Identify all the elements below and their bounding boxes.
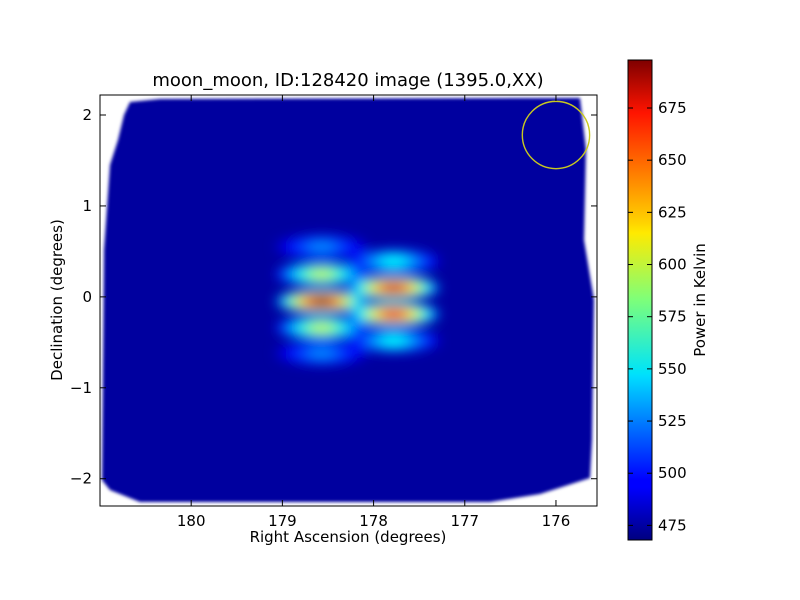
source-blob [382, 256, 406, 267]
source-blob [310, 322, 334, 333]
source-blob [310, 348, 334, 359]
colorbar-gradient [627, 59, 653, 541]
x-axis-label: Right Ascension (degrees) [250, 528, 447, 546]
x-tick-label: 176 [542, 512, 571, 530]
y-tick-label: 0 [82, 288, 92, 306]
colorbar-tick-label: 475 [658, 516, 687, 534]
y-axis-label: Declination (degrees) [48, 219, 66, 381]
y-tick-label: 2 [82, 106, 92, 124]
sky-sources [275, 234, 440, 366]
source-blob [310, 242, 334, 252]
colorbar: 675 650 625 600 575 550 525 500 475 Power in Kel… [627, 59, 709, 541]
source-blob [310, 269, 334, 279]
y-tick-label: 1 [82, 197, 92, 215]
y-tick-label: −1 [70, 379, 92, 397]
source-blob [382, 282, 406, 293]
colorbar-tick-label: 625 [658, 203, 687, 221]
source-blob [382, 335, 406, 346]
chart-title: moon_moon, ID:128420 image (1395.0,XX) [152, 70, 543, 91]
x-tick-label: 178 [359, 512, 388, 530]
colorbar-tick-label: 675 [658, 99, 687, 117]
colorbar-ticks: 675 650 625 600 575 550 525 500 475 [628, 99, 687, 534]
x-axis-ticks: 180 179 178 177 176 [177, 95, 570, 530]
x-tick-label: 180 [177, 512, 206, 530]
colorbar-tick-label: 650 [658, 151, 687, 169]
colorbar-tick-label: 525 [658, 412, 687, 430]
y-tick-label: −2 [70, 470, 92, 488]
source-blob [310, 296, 334, 307]
y-axis-ticks: 2 1 0 −1 −2 [70, 106, 597, 488]
colorbar-label: Power in Kelvin [691, 243, 709, 357]
plot-area [100, 95, 597, 506]
x-tick-label: 177 [450, 512, 479, 530]
colorbar-tick-label: 500 [658, 464, 687, 482]
colorbar-tick-label: 600 [658, 256, 687, 274]
colorbar-tick-label: 575 [658, 308, 687, 326]
plot-frame [99, 94, 598, 507]
x-tick-label: 179 [268, 512, 297, 530]
beam-circle [521, 100, 591, 170]
colorbar-tick-label: 550 [658, 360, 687, 378]
source-blob [382, 309, 406, 319]
